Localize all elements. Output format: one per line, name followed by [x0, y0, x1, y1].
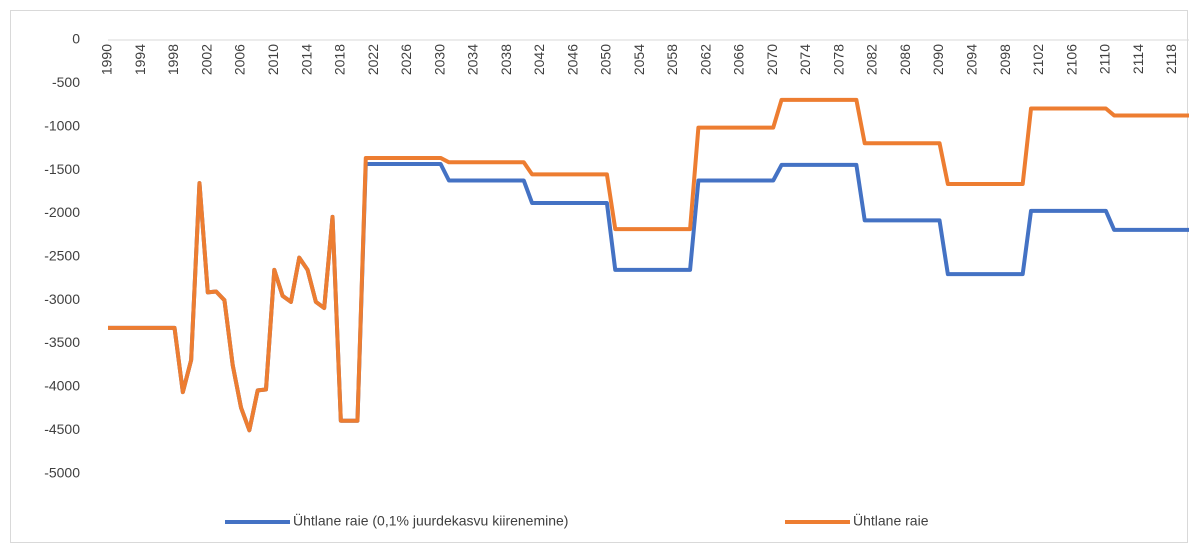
y-tick-label: -3500 [44, 334, 80, 350]
legend-label: Ühtlane raie (0,1% juurdekasvu kiirenemi… [293, 512, 568, 529]
x-tick-label: 2006 [232, 44, 248, 75]
x-tick-label: 2062 [697, 44, 713, 75]
y-tick-label: -4500 [44, 421, 80, 437]
data-line [108, 97, 1189, 433]
x-tick-label: 2098 [997, 44, 1013, 75]
x-tick-label: 2002 [198, 44, 214, 75]
x-tick-label: 2074 [797, 44, 813, 75]
y-tick-label: -500 [52, 74, 80, 90]
x-tick-label: 2022 [365, 44, 381, 75]
x-tick-label: 2014 [298, 44, 314, 75]
x-tick-label: 2094 [964, 44, 980, 75]
y-tick-label: -3000 [44, 291, 80, 307]
x-tick-label: 2046 [564, 44, 580, 75]
x-tick-label: 2086 [897, 44, 913, 75]
x-tick-label: 2050 [598, 44, 614, 75]
x-tick-label: 2118 [1163, 44, 1179, 74]
y-tick-label: -1000 [44, 117, 80, 133]
x-tick-label: 1990 [99, 44, 115, 75]
y-tick-label: -4000 [44, 378, 80, 394]
chart-border [10, 10, 1188, 543]
y-tick-label: 0 [72, 31, 80, 47]
y-tick-label: -5000 [44, 464, 80, 480]
x-tick-label: 2066 [731, 44, 747, 75]
x-tick-label: 2058 [664, 44, 680, 75]
x-tick-label: 2054 [631, 44, 647, 75]
x-tick-label: 2078 [830, 44, 846, 75]
x-tick-label: 1994 [132, 44, 148, 75]
x-tick-label: 1998 [165, 44, 181, 75]
x-tick-label: 2010 [265, 44, 281, 75]
x-tick-label: 2106 [1063, 44, 1079, 75]
x-tick-label: 2042 [531, 44, 547, 75]
x-tick-label: 2018 [332, 44, 348, 75]
x-tick-label: 2070 [764, 44, 780, 75]
y-tick-label: -2500 [44, 248, 80, 264]
x-tick-label: 2030 [431, 44, 447, 75]
y-tick-label: -2000 [44, 204, 80, 220]
x-tick-label: 2034 [465, 44, 481, 75]
x-tick-label: 2102 [1030, 44, 1046, 75]
x-tick-label: 2114 [1130, 44, 1146, 74]
x-tick-label: 2090 [930, 44, 946, 75]
x-tick-label: 2038 [498, 44, 514, 75]
x-tick-label: 2026 [398, 44, 414, 75]
x-tick-label: 2110 [1097, 44, 1113, 74]
x-tick-label: 2082 [864, 44, 880, 75]
y-tick-label: -1500 [44, 161, 80, 177]
legend-label: Ühtlane raie [853, 512, 929, 529]
